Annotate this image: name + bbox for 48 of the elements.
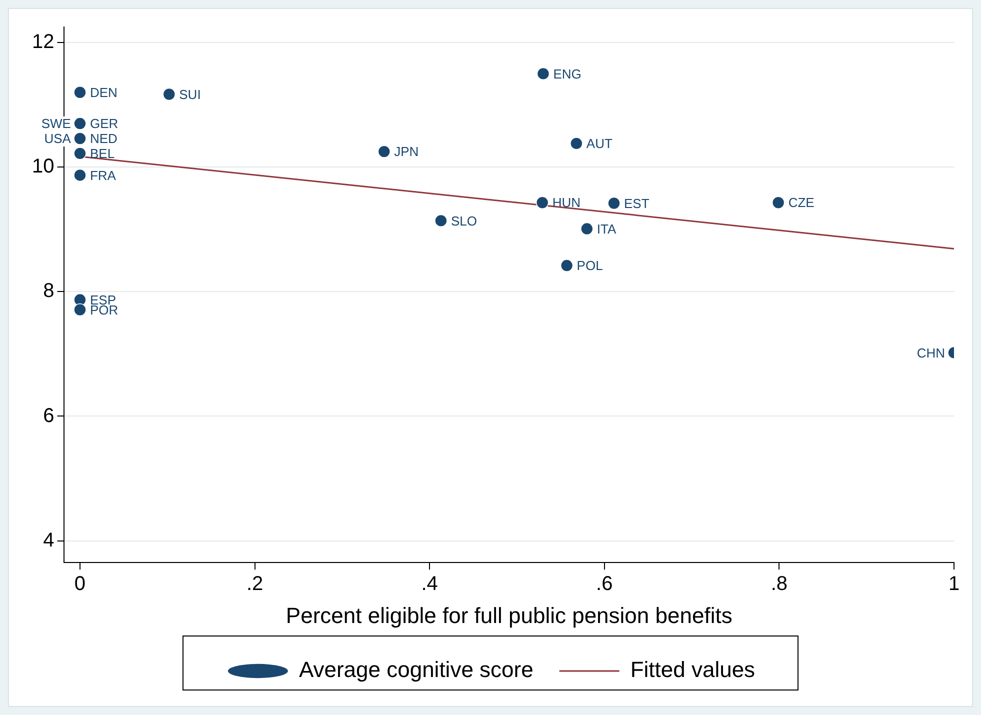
data-label: SUI bbox=[179, 86, 201, 102]
point bbox=[74, 147, 86, 160]
data-label: CZE bbox=[788, 195, 815, 210]
x-tick-label: .2 bbox=[246, 573, 264, 596]
y-tick-label: 6 bbox=[43, 404, 54, 427]
point bbox=[74, 86, 86, 99]
x-tick-label: .6 bbox=[596, 573, 613, 596]
data-label: CHN bbox=[916, 345, 945, 360]
data-label: POL bbox=[576, 258, 603, 274]
point bbox=[772, 196, 785, 210]
point bbox=[162, 88, 176, 101]
annotation: SWE bbox=[41, 116, 72, 132]
data-label: FRA bbox=[90, 168, 116, 183]
point bbox=[434, 214, 448, 228]
point bbox=[378, 145, 391, 158]
point bbox=[580, 222, 594, 236]
point bbox=[74, 117, 86, 130]
x-tick-label: .8 bbox=[770, 573, 788, 596]
point bbox=[74, 303, 86, 316]
point bbox=[536, 67, 550, 80]
data-label: SLO bbox=[450, 213, 477, 228]
y-tick-label: 12 bbox=[32, 31, 54, 54]
annotation: USA bbox=[44, 131, 72, 146]
data-label: JPN bbox=[394, 144, 419, 160]
legend-label: Average cognitive score bbox=[298, 657, 534, 682]
y-tick-label: 8 bbox=[43, 280, 54, 302]
point bbox=[608, 196, 620, 210]
data-label: HUN bbox=[552, 195, 581, 210]
data-label: ENG bbox=[553, 66, 582, 82]
point bbox=[570, 137, 583, 150]
point bbox=[560, 259, 574, 272]
data-label: EST bbox=[624, 196, 650, 211]
data-label: DEN bbox=[90, 84, 118, 100]
x-tick-label: .4 bbox=[421, 573, 438, 596]
x-axis-title: Percent eligible for full public pension benefits bbox=[286, 602, 732, 628]
data-label: NED bbox=[90, 131, 118, 146]
data-label: AUT bbox=[586, 136, 612, 152]
point bbox=[74, 168, 86, 182]
x-tick-label: 1 bbox=[948, 573, 960, 596]
data-label: BEL bbox=[90, 146, 115, 162]
point bbox=[74, 132, 86, 145]
data-label: ITA bbox=[596, 221, 616, 236]
point bbox=[536, 196, 549, 210]
x-tick-label: 0 bbox=[74, 573, 86, 596]
legend-label: Fitted values bbox=[630, 657, 756, 682]
data-label: GER bbox=[90, 116, 118, 132]
y-tick-label: 10 bbox=[32, 156, 54, 178]
y-tick-label: 4 bbox=[43, 529, 54, 552]
